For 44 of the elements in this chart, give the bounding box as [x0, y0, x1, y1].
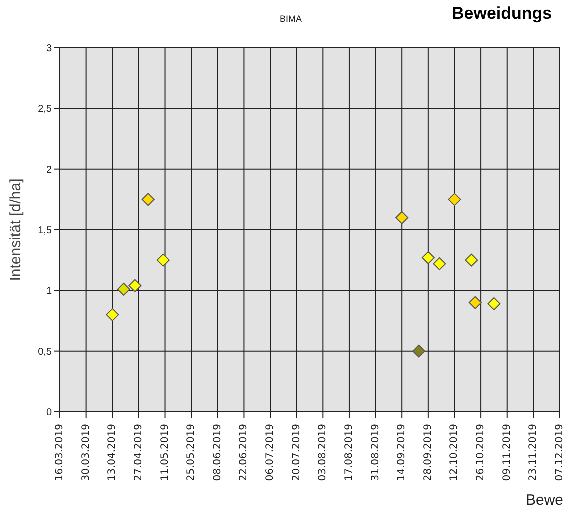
point: [433, 257, 446, 270]
x-tick-label: 06.07.2019: [265, 424, 276, 482]
point: [396, 211, 409, 224]
x-tick-label: 26.10.2019: [476, 424, 487, 482]
point: [422, 251, 435, 264]
point: [465, 254, 478, 267]
x-tick-label: 22.06.2019: [238, 424, 250, 482]
x-tick-label: 31.08.2019: [370, 424, 382, 482]
y-tick-label: 1,5: [38, 226, 52, 237]
x-tick-label: 08.06.2019: [212, 424, 224, 482]
y-tick-label: 0: [46, 408, 52, 419]
x-tick-label: 20.07.2019: [291, 424, 302, 482]
x-tick-label: 17.08.2019: [344, 424, 355, 482]
point: [448, 193, 462, 206]
y-tick-label: 2,5: [38, 104, 52, 116]
x-tick-label: 28.09.2019: [422, 424, 434, 482]
point: [468, 296, 482, 310]
y-tick-label: 0,5: [38, 346, 52, 358]
x-tick-label: 14.09.2019: [396, 424, 408, 482]
x-tick-label: 30.03.2019: [80, 424, 92, 482]
chart-subtitle: BIMA: [280, 14, 302, 24]
y-tick-label: 1: [46, 286, 52, 298]
x-tick-label: 27.04.2019: [133, 424, 144, 482]
point: [106, 308, 120, 322]
point: [117, 282, 130, 296]
x-tick-label: 09.11.2019: [502, 424, 513, 482]
x-axis-title: Bewe: [526, 492, 564, 509]
point: [412, 344, 426, 358]
point: [156, 254, 170, 267]
x-tick-label: 16.03.2019: [54, 424, 66, 482]
y-tick-label: 3: [46, 44, 52, 55]
x-tick-label: 12.10.2019: [449, 424, 460, 482]
x-tick-label: 07.12.2019: [554, 424, 566, 482]
point: [488, 298, 501, 311]
y-tick-label: 2: [46, 164, 52, 176]
chart-title: Beweidungs: [452, 4, 552, 24]
x-tick-label: 25.05.2019: [186, 424, 198, 482]
x-tick-label: 03.08.2019: [318, 424, 329, 482]
x-tick-label: 23.11.2019: [528, 424, 540, 482]
point: [128, 279, 142, 292]
point: [142, 193, 155, 206]
x-tick-label: 11.05.2019: [160, 424, 171, 482]
y-axis-title: Intensität [d/ha]: [8, 178, 24, 282]
x-tick-label: 13.04.2019: [107, 424, 118, 482]
